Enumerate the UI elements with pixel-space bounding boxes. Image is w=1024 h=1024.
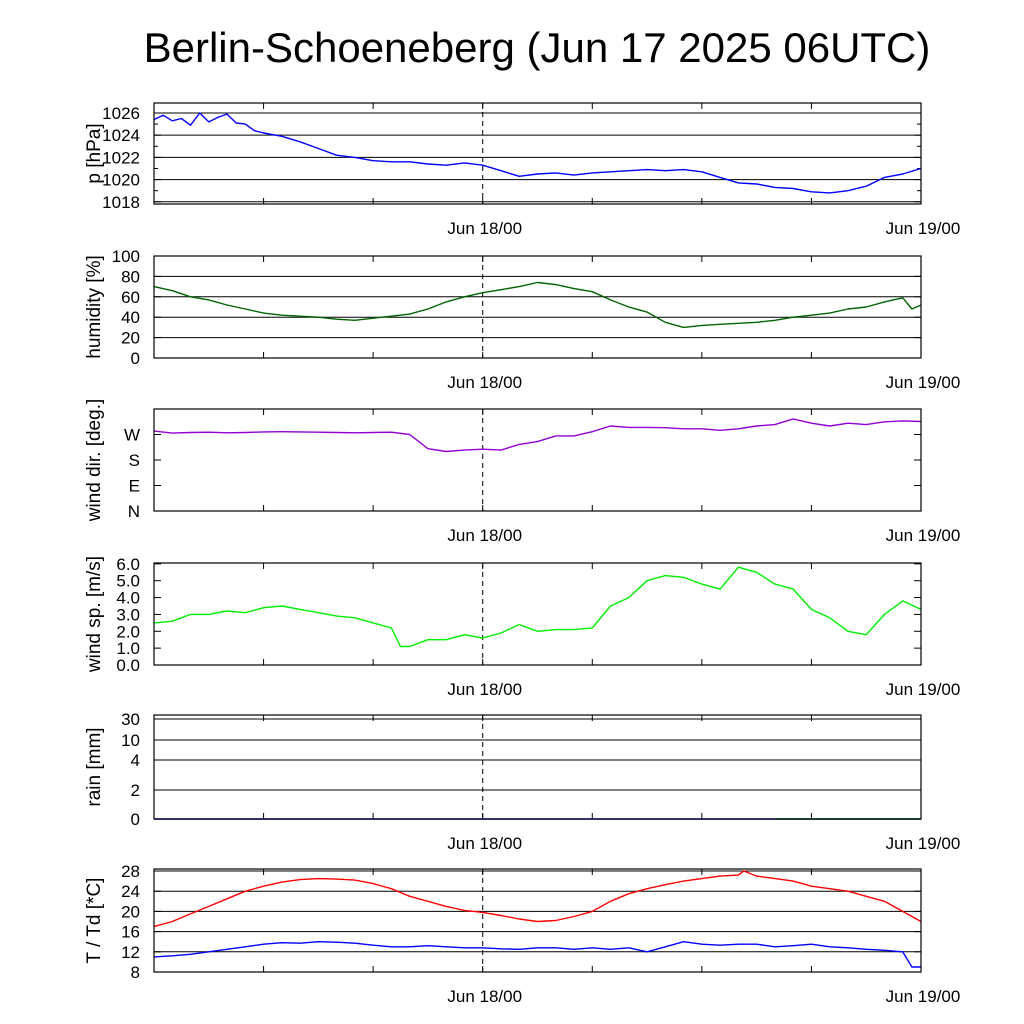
y-axis-label: p [hPa]	[84, 123, 105, 183]
y-tick-label: S	[129, 451, 140, 470]
series-line-1	[153, 870, 922, 928]
y-tick-label: 0.0	[116, 656, 140, 675]
y-tick-label: 6.0	[116, 555, 140, 574]
y-tick-label: 10	[121, 731, 140, 750]
x-tick-label: Jun 18/00	[447, 219, 522, 238]
y-tick-label: W	[124, 426, 140, 445]
plot-frame	[153, 255, 922, 359]
y-tick-label: 0	[131, 349, 140, 368]
y-axis-label: wind sp. [m/s]	[84, 556, 105, 673]
y-tick-label: 3.0	[116, 605, 140, 624]
x-tick-label: Jun 19/00	[886, 680, 961, 699]
plot-frame	[153, 102, 922, 205]
series-line-1	[153, 281, 922, 329]
y-tick-label: 40	[121, 308, 140, 327]
panel-5: 0 2 410 30 Jun 18/00 Jun 19/00 rain [mm]	[84, 710, 960, 853]
series-line-1	[153, 566, 922, 648]
y-tick-label: 1020	[102, 171, 140, 190]
y-tick-label: 28	[121, 862, 140, 881]
y-axis-label: T / Td [*C]	[84, 878, 105, 964]
series-line-1	[153, 112, 922, 194]
y-tick-label: 4.0	[116, 589, 140, 608]
y-tick-label: 20	[121, 329, 140, 348]
y-tick-label: 1.0	[116, 639, 140, 658]
y-tick-label: 2.0	[116, 622, 140, 641]
plot-frame	[153, 562, 922, 666]
y-tick-label: 1026	[102, 104, 140, 123]
y-tick-label: 1022	[102, 148, 140, 167]
y-axis-label: humidity [%]	[84, 255, 105, 358]
y-tick-label: 100	[112, 247, 140, 266]
series-line-1	[153, 418, 922, 453]
y-tick-label: 1024	[102, 126, 140, 145]
y-tick-label: 60	[121, 288, 140, 307]
x-tick-label: Jun 19/00	[886, 526, 961, 545]
y-axis-label: rain [mm]	[84, 727, 105, 806]
x-tick-label: Jun 18/00	[447, 526, 522, 545]
panel-4: 0.01.02.03.04.05.06.0 Jun 18/00 Jun 19/00 w…	[84, 555, 960, 699]
y-tick-label: 20	[121, 902, 140, 921]
x-tick-label: Jun 18/00	[447, 680, 522, 699]
x-tick-label: Jun 18/00	[447, 834, 522, 853]
y-tick-label: 12	[121, 943, 140, 962]
x-tick-label: Jun 19/00	[886, 987, 961, 1006]
panel-1: 1018 1020 1022 1024 1026 Jun 18/00 Jun 19/00 p …	[84, 102, 961, 238]
plot-frame	[153, 408, 922, 512]
y-tick-label: 80	[121, 267, 140, 286]
y-tick-label: 2	[131, 781, 140, 800]
x-tick-label: Jun 18/00	[447, 373, 522, 392]
y-tick-label: 0	[131, 810, 140, 829]
y-tick-label: 4	[131, 751, 140, 770]
y-tick-label: 30	[121, 710, 140, 729]
y-tick-label: 16	[121, 923, 140, 942]
y-tick-label: 24	[121, 882, 140, 901]
x-tick-label: Jun 19/00	[886, 373, 961, 392]
y-tick-label: 5.0	[116, 572, 140, 591]
y-tick-label: 1018	[102, 193, 140, 212]
y-tick-label: N	[128, 502, 140, 521]
y-tick-label: 8	[131, 963, 140, 982]
x-tick-label: Jun 19/00	[886, 834, 961, 853]
chart-title: Berlin-Schoeneberg (Jun 17 2025 06UTC)	[143, 24, 931, 71]
x-tick-label: Jun 19/00	[886, 219, 961, 238]
y-axis-label: wind dir. [deg.]	[84, 399, 105, 523]
series-line-2	[153, 941, 921, 968]
x-tick-label: Jun 18/00	[447, 987, 522, 1006]
plot-frame	[153, 714, 922, 820]
plot-frame	[153, 868, 922, 973]
y-tick-label: E	[129, 477, 140, 496]
